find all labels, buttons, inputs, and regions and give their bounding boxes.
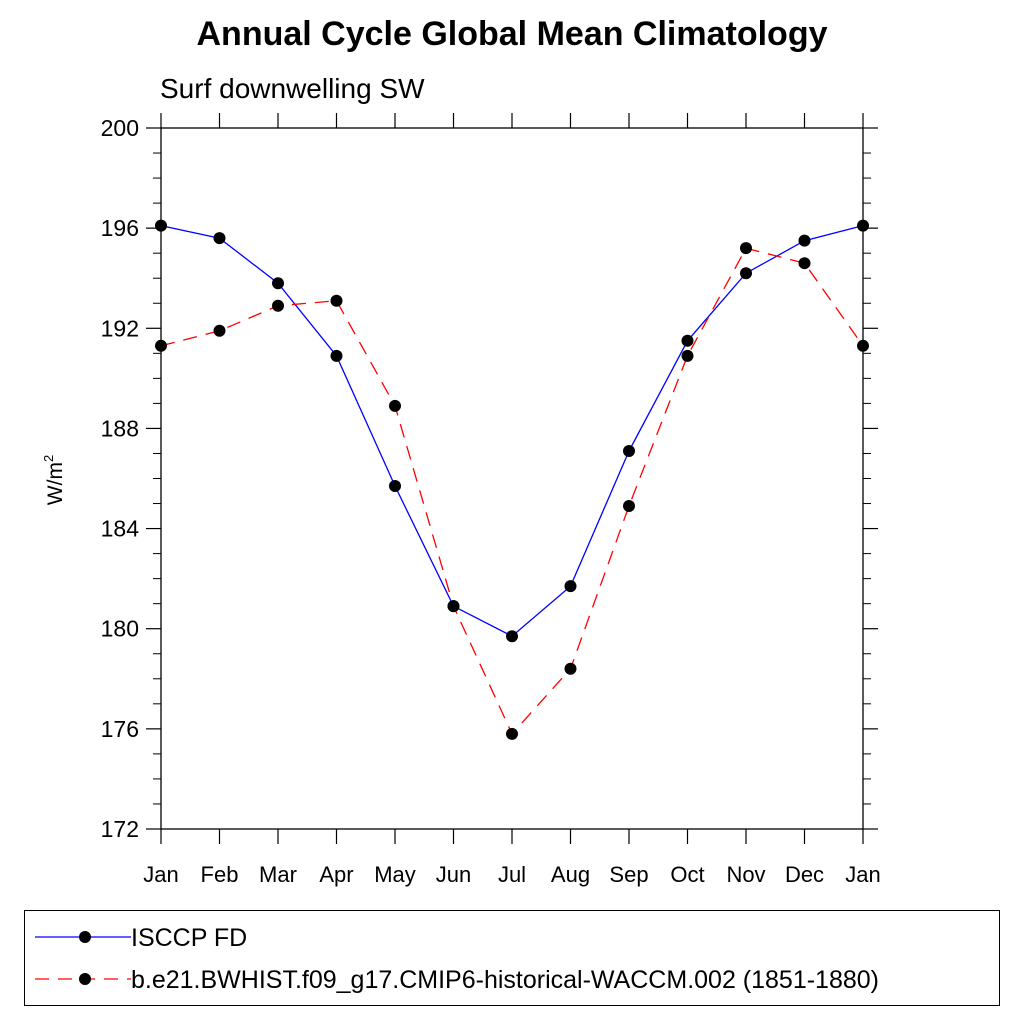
x-tick-label: Nov [726,862,765,887]
data-point-s0-6 [506,630,518,643]
data-point-s0-11 [798,234,811,247]
data-point-s1-1 [213,324,226,337]
legend-swatch-waccm [35,973,131,985]
y-tick-label: 192 [101,315,139,341]
line-chart: 172 176 180 184 188 192 196 200 Jan Feb Mar Apr May J… [41,113,881,887]
series-layer [155,219,869,740]
data-point-s1-0 [155,339,167,352]
data-point-s1-8 [623,500,635,513]
y-tick-label: 184 [101,516,140,542]
legend-item-waccm: b.e21.BWHIST.f09_g17.CMIP6-historical-WA… [25,959,999,999]
chart-axes: 172 176 180 184 188 192 196 200 Jan Feb Mar Apr May J… [101,113,881,887]
data-point-s1-11 [798,257,811,270]
data-point-s0-8 [623,444,635,457]
x-tick-label: Dec [785,862,824,887]
legend-label-waccm: b.e21.BWHIST.f09_g17.CMIP6-historical-WA… [131,966,879,994]
legend-item-isccp: ISCCP FD [25,917,999,957]
y-tick-label: 200 [101,115,139,141]
x-tick-label: Apr [319,862,353,887]
y-tick-label: 188 [101,415,139,441]
data-point-s1-5 [447,600,460,613]
data-point-s0-10 [740,267,752,280]
y-axis-label-superscript: 2 [41,455,56,462]
data-point-s1-7 [564,662,577,675]
x-tick-label: Jan [143,862,178,887]
data-point-s0-12 [857,219,869,232]
data-point-s0-1 [213,232,226,245]
y-axis-label: W/m2 [41,455,67,505]
data-point-s1-9 [681,349,694,362]
x-tick-label: Aug [551,862,590,887]
x-tick-label: Sep [609,862,648,887]
series-line-0 [160,224,864,637]
data-point-s0-7 [564,580,577,593]
data-point-s0-2 [272,277,284,290]
data-point-s1-10 [740,242,752,255]
x-tick-label: Jul [498,862,526,887]
x-tick-label: Jan [845,862,880,887]
data-point-s1-4 [389,399,401,412]
y-tick-label: 180 [101,616,139,642]
x-tick-label: Mar [259,862,297,887]
y-tick-label: 196 [101,215,139,241]
legend: ISCCP FD b.e21.BWHIST.f09_g17.CMIP6-hist… [24,910,1000,1006]
x-tick-label: Oct [670,862,704,887]
data-point-s1-6 [506,727,518,740]
data-point-s1-3 [330,294,343,307]
legend-swatch-isccp [35,931,131,943]
legend-label-isccp: ISCCP FD [131,924,248,952]
y-axis-label-text: W/m [44,462,67,505]
data-point-s0-3 [330,349,343,362]
data-point-s1-2 [272,299,284,312]
x-tick-label: May [374,862,416,887]
y-tick-label: 176 [101,716,139,742]
data-point-s0-0 [155,219,167,232]
plot-frame [160,127,864,830]
data-point-s0-9 [681,334,694,347]
y-tick-label: 172 [101,816,139,842]
x-tick-label: Jun [436,862,471,887]
data-point-s0-4 [389,480,401,493]
chart-title: Annual Cycle Global Mean Climatology [196,15,828,53]
chart-subtitle: Surf downwelling SW [160,73,425,104]
x-tick-label: Feb [201,862,239,887]
data-point-s1-12 [857,339,869,352]
series-line-1 [160,247,864,736]
